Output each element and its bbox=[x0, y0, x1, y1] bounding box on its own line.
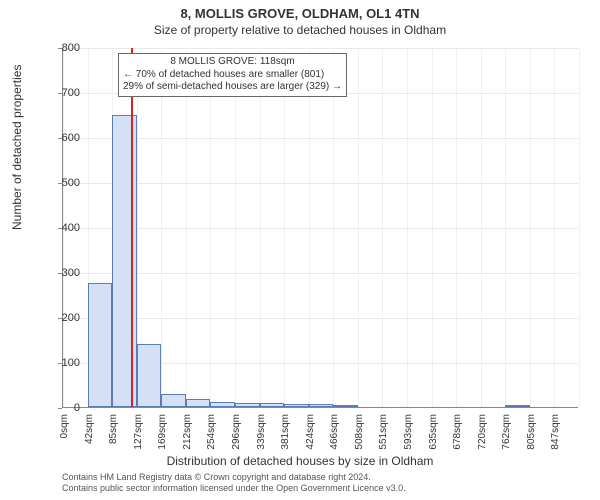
x-tick-label: 169sqm bbox=[157, 414, 168, 450]
y-tick-label: 600 bbox=[50, 132, 80, 144]
annotation-line: ← 70% of detached houses are smaller (80… bbox=[123, 69, 342, 82]
y-tick-label: 400 bbox=[50, 222, 80, 234]
attribution-line1: Contains HM Land Registry data © Crown c… bbox=[62, 472, 406, 483]
annotation-box: 8 MOLLIS GROVE: 118sqm← 70% of detached … bbox=[118, 53, 347, 97]
histogram-bar bbox=[186, 399, 211, 407]
histogram-bar bbox=[210, 402, 235, 407]
container: 8, MOLLIS GROVE, OLDHAM, OL1 4TN Size of… bbox=[0, 0, 600, 500]
y-tick-label: 800 bbox=[50, 42, 80, 54]
annotation-line: 29% of semi-detached houses are larger (… bbox=[123, 81, 342, 94]
x-tick-label: 593sqm bbox=[403, 414, 414, 450]
x-tick-label: 254sqm bbox=[206, 414, 217, 450]
x-tick-label: 212sqm bbox=[182, 414, 193, 450]
x-tick-label: 339sqm bbox=[256, 414, 267, 450]
attribution: Contains HM Land Registry data © Crown c… bbox=[62, 472, 406, 495]
histogram-bar bbox=[88, 283, 113, 407]
bars bbox=[63, 48, 578, 407]
histogram-bar bbox=[161, 394, 186, 408]
y-tick-label: 200 bbox=[50, 312, 80, 324]
x-tick-label: 635sqm bbox=[428, 414, 439, 450]
x-tick-label: 381sqm bbox=[280, 414, 291, 450]
annotation-line: 8 MOLLIS GROVE: 118sqm bbox=[123, 56, 342, 69]
x-tick-label: 847sqm bbox=[550, 414, 561, 450]
x-axis-label: Distribution of detached houses by size … bbox=[0, 454, 600, 468]
y-tick-label: 0 bbox=[50, 402, 80, 414]
x-tick-label: 762sqm bbox=[501, 414, 512, 450]
page-subtitle: Size of property relative to detached ho… bbox=[0, 21, 600, 37]
y-tick-label: 700 bbox=[50, 87, 80, 99]
x-tick-label: 42sqm bbox=[84, 414, 95, 444]
attribution-line2: Contains public sector information licen… bbox=[62, 483, 406, 494]
histogram-bar bbox=[309, 404, 334, 407]
y-tick-label: 300 bbox=[50, 267, 80, 279]
x-tick-label: 466sqm bbox=[329, 414, 340, 450]
histogram-bar bbox=[260, 403, 285, 407]
histogram-bar bbox=[333, 405, 358, 407]
y-tick-label: 500 bbox=[50, 177, 80, 189]
histogram-bar bbox=[505, 405, 530, 407]
page-title: 8, MOLLIS GROVE, OLDHAM, OL1 4TN bbox=[0, 0, 600, 21]
histogram-bar bbox=[284, 404, 309, 407]
y-tick-label: 100 bbox=[50, 357, 80, 369]
x-tick-label: 551sqm bbox=[378, 414, 389, 450]
x-tick-label: 508sqm bbox=[354, 414, 365, 450]
histogram-bar bbox=[235, 403, 260, 408]
x-tick-label: 678sqm bbox=[452, 414, 463, 450]
x-tick-label: 85sqm bbox=[108, 414, 119, 444]
x-tick-label: 720sqm bbox=[477, 414, 488, 450]
x-tick-label: 296sqm bbox=[231, 414, 242, 450]
x-tick-label: 805sqm bbox=[526, 414, 537, 450]
x-tick-label: 0sqm bbox=[59, 414, 70, 438]
marker-line bbox=[131, 48, 133, 407]
x-tick-label: 127sqm bbox=[133, 414, 144, 450]
histogram-bar bbox=[137, 344, 162, 407]
chart-area: 8 MOLLIS GROVE: 118sqm← 70% of detached … bbox=[62, 48, 578, 408]
x-tick-label: 424sqm bbox=[305, 414, 316, 450]
y-axis-label: Number of detached properties bbox=[10, 65, 24, 230]
plot-region: 8 MOLLIS GROVE: 118sqm← 70% of detached … bbox=[62, 48, 578, 408]
